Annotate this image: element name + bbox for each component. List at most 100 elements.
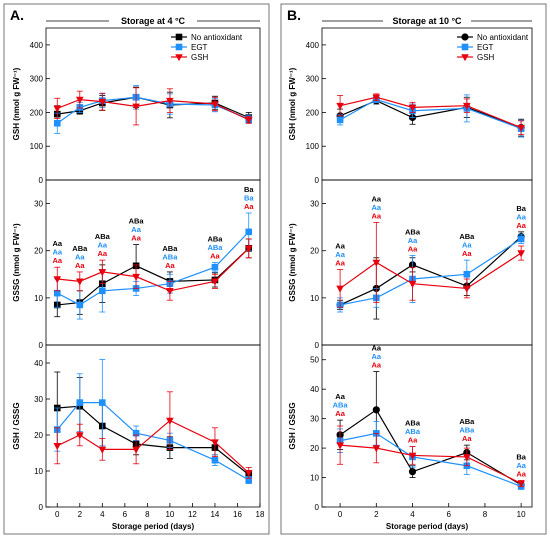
- y-tick-label: 0: [315, 176, 320, 185]
- y-tick-label: 40: [310, 385, 319, 394]
- x-tick-label: 14: [210, 510, 219, 519]
- significance-label: Ba: [516, 452, 526, 461]
- significance-label: Aa: [335, 242, 345, 251]
- significance-label: ABa: [95, 232, 111, 241]
- significance-label: Aa: [462, 249, 472, 258]
- data-point: [211, 263, 219, 271]
- y-tick-label: 10: [310, 294, 319, 303]
- legend-marker: [175, 33, 183, 41]
- data-point: [517, 250, 525, 258]
- data-point: [408, 280, 417, 289]
- significance-label: ABa: [207, 235, 223, 244]
- x-tick-label: 4: [410, 510, 415, 519]
- significance-label: Aa: [52, 256, 62, 265]
- legend-marker: [461, 54, 469, 62]
- data-point: [211, 439, 219, 447]
- significance-label: Aa: [372, 194, 382, 203]
- data-point: [517, 480, 525, 488]
- series-no-antioxidant: [336, 231, 525, 320]
- data-point: [372, 406, 380, 414]
- data-point: [98, 269, 107, 277]
- data-point: [211, 101, 219, 109]
- significance-label: Ba: [244, 194, 254, 203]
- panel-frame: [280, 3, 547, 535]
- y-axis-label: GSH (nmol g FW⁻¹): [12, 67, 21, 140]
- significance-label: ABa: [333, 401, 349, 410]
- y-axis-label: GSH / GSSG: [12, 402, 21, 449]
- significance-label: Aa: [52, 239, 62, 248]
- legend-marker: [175, 54, 183, 62]
- series-line: [339, 252, 522, 290]
- y-tick-label: 20: [34, 247, 43, 256]
- header-bg: [109, 14, 197, 27]
- subplot: 0 100 200 300 400 GSH (nmol g FW⁻¹) No antioxi…: [12, 27, 261, 185]
- data-point: [244, 245, 253, 253]
- data-point: [75, 432, 84, 440]
- y-tick-label: 40: [34, 359, 43, 368]
- significance-label: Aa: [408, 244, 418, 253]
- data-point: [53, 119, 61, 127]
- significance-label: ABa: [459, 417, 475, 426]
- significance-label: ABa: [207, 243, 223, 252]
- data-point: [408, 104, 417, 112]
- significance-label: Aa: [372, 344, 382, 353]
- subplot: 0 10 20 30 40 GSH / GSSG: [12, 344, 261, 512]
- y-tick-label: 300: [306, 75, 320, 84]
- plot-area: [321, 27, 533, 181]
- significance-label: Aa: [516, 212, 526, 221]
- significance-label: ABa: [162, 244, 178, 253]
- significance-label: Aa: [210, 252, 220, 261]
- x-tick-label: 2: [374, 510, 379, 519]
- significance-label: Aa: [52, 248, 62, 257]
- data-point: [517, 235, 525, 243]
- legend-label: No antioxidant: [191, 33, 243, 42]
- y-tick-label: 20: [310, 247, 319, 256]
- series-no-antioxidant: [53, 371, 253, 479]
- significance-label: Aa: [372, 211, 382, 220]
- legend-marker: [175, 43, 183, 51]
- significance-label: Aa: [335, 409, 345, 418]
- data-point: [517, 124, 525, 132]
- y-tick-label: 30: [310, 200, 319, 209]
- series-line: [57, 405, 250, 476]
- panel-b: B. Storage at 10 °C 0 2 4 6 8 10 Storage period …: [280, 3, 547, 535]
- series-line: [57, 98, 249, 121]
- series-egt: [336, 94, 525, 138]
- significance-label: Aa: [98, 241, 108, 250]
- data-point: [98, 446, 107, 454]
- data-point: [98, 98, 107, 106]
- significance-label: ABa: [459, 232, 475, 241]
- significance-label: Aa: [131, 234, 141, 243]
- y-tick-label: 100: [30, 142, 44, 151]
- significance-label: ABa: [129, 217, 145, 226]
- y-tick-label: 0: [39, 176, 44, 185]
- significance-label: Aa: [131, 225, 141, 234]
- significance-label: Aa: [335, 250, 345, 259]
- x-tick-label: 18: [256, 510, 265, 519]
- data-point: [463, 102, 471, 110]
- data-point: [372, 445, 381, 453]
- legend-label: EGT: [477, 43, 494, 52]
- x-tick-label: 0: [338, 510, 343, 519]
- data-point: [245, 476, 253, 484]
- data-point: [166, 287, 174, 296]
- y-tick-label: 0: [315, 503, 320, 512]
- data-point: [75, 96, 84, 104]
- y-axis-label: GSSG (nmol g FW⁻¹): [288, 223, 297, 302]
- panel-a: A. Storage at 4 °C 0 2 4 6 8 10 12 14 16 18 Storage …: [3, 3, 270, 535]
- y-tick-label: 10: [34, 294, 43, 303]
- series-gsh: [336, 222, 525, 308]
- data-point: [372, 259, 381, 267]
- plot-area: [321, 179, 533, 346]
- data-point: [53, 289, 61, 297]
- x-tick-label: 10: [517, 510, 526, 519]
- significance-label: Aa: [462, 434, 472, 443]
- series-line: [339, 432, 522, 487]
- significance-label: Aa: [98, 249, 108, 258]
- y-tick-label: 20: [310, 444, 319, 453]
- data-point: [408, 468, 417, 476]
- data-point: [336, 116, 344, 124]
